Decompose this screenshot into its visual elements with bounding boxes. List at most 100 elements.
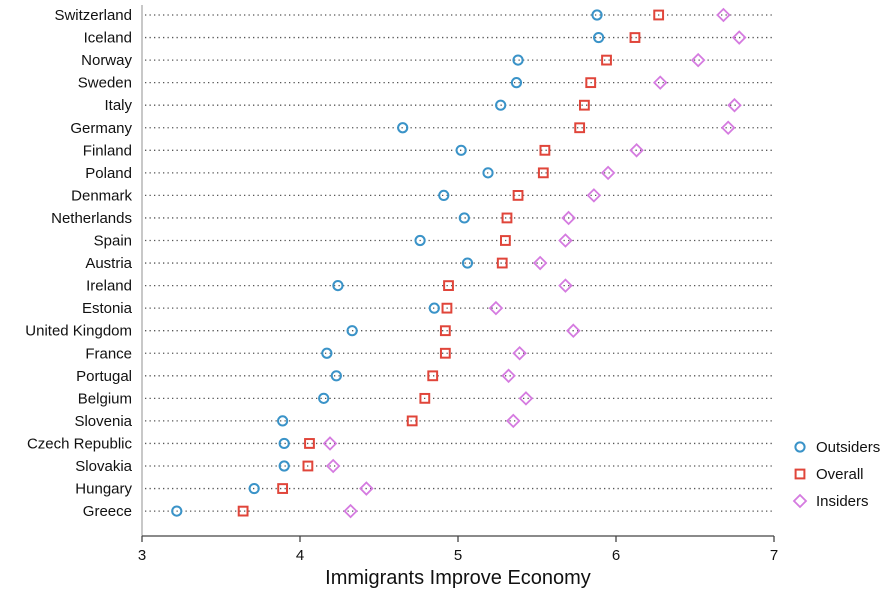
x-tick-label-3: 3 [138, 547, 146, 564]
x-axis: 3 4 5 6 7 [138, 5, 778, 564]
point-insiders-norway [690, 52, 706, 68]
point-overall-austria [496, 257, 508, 269]
point-insiders-spain [558, 233, 573, 248]
country-label-germany: Germany [70, 120, 132, 137]
point-insiders-iceland [731, 30, 747, 45]
point-outsiders-sweden [510, 77, 523, 89]
country-label-italy: Italy [104, 97, 132, 114]
point-outsiders-poland [482, 167, 494, 179]
x-axis-title: Immigrants Improve Economy [325, 567, 591, 589]
point-overall-denmark [512, 190, 524, 201]
point-overall-switzerland [653, 9, 665, 21]
country-label-switzerland: Switzerland [54, 7, 132, 24]
point-outsiders-czech-republic [278, 437, 290, 450]
point-outsiders-slovenia [277, 415, 289, 427]
country-labels: Switzerland Iceland Norway Sweden Italy Germa… [25, 7, 132, 520]
x-tick-label-4: 4 [296, 547, 304, 564]
country-label-slovenia: Slovenia [74, 413, 132, 430]
country-label-hungary: Hungary [75, 481, 132, 498]
country-label-united-kingdom: United Kingdom [25, 323, 132, 340]
point-insiders-france [512, 345, 527, 361]
point-insiders-poland [600, 165, 616, 181]
point-insiders-finland [629, 143, 644, 158]
point-outsiders-estonia [428, 302, 440, 314]
country-label-belgium: Belgium [78, 390, 132, 407]
country-label-netherlands: Netherlands [51, 210, 132, 227]
point-overall-norway [601, 54, 612, 66]
point-insiders-netherlands [561, 210, 576, 226]
country-label-spain: Spain [94, 233, 132, 250]
point-outsiders-denmark [438, 189, 450, 201]
country-label-czech-republic: Czech Republic [27, 435, 133, 452]
point-insiders-denmark [586, 188, 602, 203]
country-guide-lines [145, 14, 774, 512]
point-insiders-czech-republic [322, 436, 338, 451]
point-outsiders-ireland [332, 280, 344, 292]
country-label-denmark: Denmark [71, 187, 132, 204]
point-insiders-austria [532, 255, 548, 271]
country-label-austria: Austria [85, 255, 132, 272]
country-label-ireland: Ireland [86, 278, 132, 295]
point-overall-belgium [419, 392, 431, 404]
country-label-portugal: Portugal [76, 368, 132, 385]
point-outsiders-france [321, 347, 333, 359]
point-outsiders-greece [171, 505, 183, 517]
point-insiders-italy [727, 97, 742, 113]
point-insiders-hungary [359, 481, 374, 496]
legend-label-outsiders: Outsiders [816, 439, 880, 456]
point-insiders-slovakia [325, 458, 341, 474]
point-overall-slovenia [406, 415, 418, 427]
country-label-norway: Norway [81, 52, 132, 69]
country-label-france: France [85, 345, 132, 362]
point-outsiders-switzerland [591, 9, 603, 21]
legend: Outsiders Overall Insiders [792, 439, 880, 510]
point-overall-czech-republic [304, 438, 315, 449]
point-overall-poland [537, 167, 549, 179]
country-label-sweden: Sweden [78, 75, 132, 92]
point-insiders-greece [343, 503, 358, 519]
point-overall-portugal [427, 370, 439, 382]
point-outsiders-austria [461, 257, 474, 269]
point-insiders-belgium [518, 391, 534, 406]
point-overall-greece [237, 505, 249, 517]
point-outsiders-italy [495, 99, 507, 111]
point-outsiders-iceland [593, 31, 605, 44]
point-outsiders-finland [455, 144, 467, 156]
legend-label-overall: Overall [816, 466, 864, 483]
point-overall-netherlands [501, 212, 513, 224]
point-overall-spain [500, 235, 511, 246]
country-label-finland: Finland [83, 142, 132, 159]
legend-label-insiders: Insiders [816, 493, 869, 510]
point-outsiders-germany [397, 122, 409, 134]
country-label-iceland: Iceland [84, 30, 132, 47]
point-overall-slovakia [302, 460, 314, 472]
legend-marker-overall [794, 468, 806, 480]
point-outsiders-hungary [248, 482, 260, 495]
point-overall-ireland [443, 280, 454, 292]
point-insiders-switzerland [716, 7, 731, 23]
point-insiders-sweden [652, 75, 668, 90]
country-label-poland: Poland [85, 165, 132, 182]
legend-marker-insiders [792, 493, 808, 509]
point-insiders-united-kingdom [566, 323, 581, 338]
point-outsiders-slovakia [278, 460, 290, 472]
point-overall-hungary [277, 483, 289, 494]
point-insiders-estonia [488, 300, 504, 316]
x-tick-label-6: 6 [612, 547, 620, 564]
point-overall-france [439, 347, 451, 359]
point-insiders-ireland [558, 278, 573, 293]
data-points [171, 7, 747, 519]
x-tick-label-5: 5 [454, 547, 462, 564]
point-outsiders-united-kingdom [346, 325, 358, 337]
x-tick-label-7: 7 [770, 547, 778, 564]
point-outsiders-belgium [318, 392, 330, 404]
point-overall-sweden [585, 77, 597, 89]
point-outsiders-norway [512, 54, 524, 66]
point-overall-italy [579, 99, 590, 111]
point-overall-united-kingdom [439, 325, 451, 337]
country-label-estonia: Estonia [82, 300, 133, 317]
point-outsiders-portugal [330, 370, 342, 382]
legend-marker-outsiders [794, 441, 806, 453]
point-insiders-portugal [501, 368, 516, 384]
